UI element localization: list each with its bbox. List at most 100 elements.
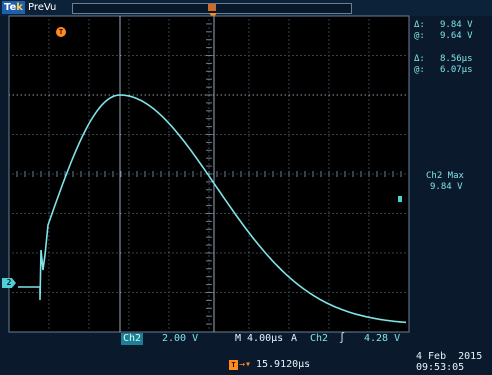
grid-dot: [328, 123, 330, 125]
grid-dot: [120, 213, 122, 214]
grid-dot: [208, 287, 210, 289]
grid-dot: [408, 134, 410, 135]
grid-dot: [128, 259, 130, 261]
grid-dot: [152, 55, 154, 56]
grid-dot: [224, 213, 226, 214]
grid-dot: [288, 255, 290, 257]
grid-dot: [368, 159, 370, 161]
grid-dot: [72, 292, 74, 293]
grid-dot: [200, 292, 202, 293]
grid-dot: [300, 55, 302, 56]
grid-dot: [268, 292, 270, 293]
amplitude-delta-label: Δ:: [414, 20, 425, 30]
grid-dot: [248, 235, 250, 237]
grid-dot: [128, 247, 130, 249]
grid-dot: [328, 91, 330, 93]
grid-dot: [172, 173, 174, 175]
grid-dot: [16, 213, 18, 214]
grid-dot: [304, 55, 306, 56]
grid-dot: [188, 213, 190, 214]
grid-dot: [272, 292, 274, 293]
grid-dot: [52, 252, 54, 254]
grid-dot: [208, 243, 210, 245]
grid-dot: [208, 67, 210, 69]
grid-dot: [200, 134, 202, 135]
grid-dot: [104, 134, 106, 135]
grid-dot: [168, 119, 170, 121]
grid-dot: [204, 292, 206, 293]
grid-dot: [168, 319, 170, 321]
grid-dot: [368, 75, 370, 77]
grid-dot: [24, 292, 26, 293]
grid-dot: [208, 319, 210, 321]
grid-dot: [288, 331, 290, 333]
grid-dot: [288, 131, 290, 133]
grid-dot: [312, 134, 314, 135]
grid-dot: [88, 267, 90, 269]
grid-dot: [104, 55, 106, 56]
grid-dot: [364, 292, 366, 293]
grid-dot: [24, 55, 26, 56]
grid-dot: [48, 107, 50, 109]
grid-dot: [296, 134, 298, 135]
grid-dot: [132, 252, 134, 254]
grid-dot: [128, 311, 130, 313]
grid-dot: [328, 19, 330, 21]
grid-dot: [92, 134, 94, 135]
grid-dot: [164, 213, 166, 214]
grid-dot: [248, 103, 250, 105]
grid-dot: [168, 295, 170, 297]
grid-dot: [248, 331, 250, 333]
grid-dot: [236, 252, 238, 254]
grid-dot: [8, 134, 10, 135]
grid-dot: [180, 213, 182, 214]
grid-dot: [128, 251, 130, 253]
grid-dot: [340, 213, 342, 214]
grid-dot: [88, 203, 90, 205]
grid-dot: [48, 207, 50, 209]
grid-dot: [176, 252, 178, 254]
grid-dot: [208, 271, 210, 273]
grid-dot: [296, 55, 298, 56]
grid-dot: [340, 173, 342, 175]
grid-dot: [128, 227, 130, 229]
grid-dot: [288, 203, 290, 205]
grid-dot: [208, 199, 210, 201]
grid-dot: [208, 303, 210, 305]
grid-dot: [248, 279, 250, 281]
grid-dot: [248, 47, 250, 49]
grid-dot: [88, 231, 90, 233]
grid-dot: [288, 71, 290, 73]
grid-dot: [208, 167, 210, 169]
grid-dot: [76, 213, 78, 214]
grid-dot: [328, 307, 330, 309]
grid-dot: [88, 155, 90, 157]
grid-dot: [88, 23, 90, 25]
grid-dot: [160, 292, 162, 293]
grid-dot: [288, 35, 290, 37]
grid-dot: [396, 134, 398, 135]
grid-dot: [48, 19, 50, 21]
grid-dot: [16, 55, 18, 56]
grid-dot: [124, 213, 126, 214]
grid-dot: [248, 43, 250, 45]
grid-dot: [344, 55, 346, 56]
grid-dot: [152, 134, 154, 135]
grid-dot: [88, 167, 90, 169]
grid-dot: [88, 315, 90, 317]
grid-dot: [116, 213, 118, 214]
grid-dot: [128, 213, 130, 214]
grid-dot: [48, 134, 50, 135]
grid-dot: [344, 292, 346, 293]
grid-dot: [48, 191, 50, 193]
grid-dot: [88, 151, 90, 153]
record-view-window-icon: [208, 4, 216, 11]
grid-dot: [328, 119, 330, 121]
grid-dot: [284, 173, 286, 175]
grid-dot: [88, 131, 90, 133]
grid-dot: [100, 134, 102, 135]
grid-dot: [368, 207, 370, 209]
grid-dot: [92, 173, 94, 175]
grid-dot: [88, 251, 90, 253]
